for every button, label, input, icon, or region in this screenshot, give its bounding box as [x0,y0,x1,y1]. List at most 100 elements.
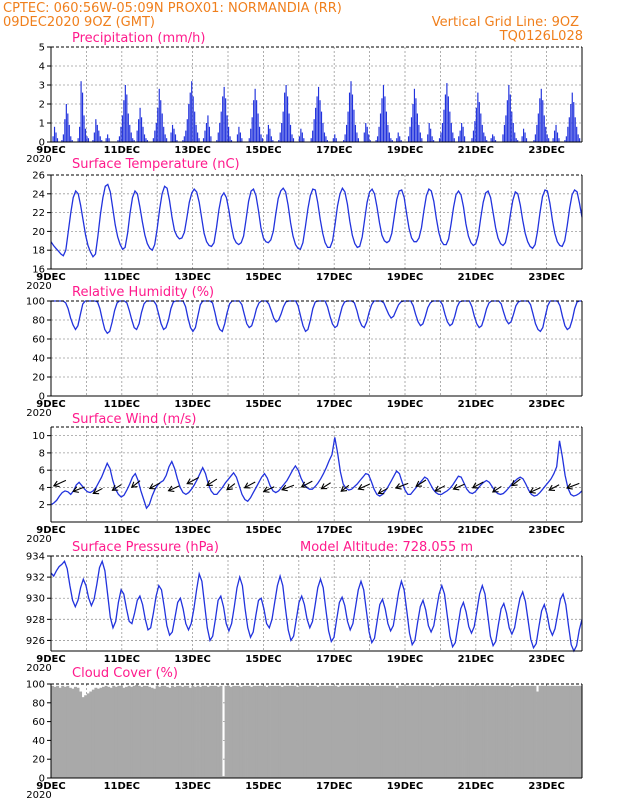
cloud-bar [273,685,277,778]
wind-line [50,437,583,510]
pressure-ytick-label: 928 [26,615,45,626]
temp-ytick-label: 16 [32,265,45,276]
cloud-bar [109,687,113,778]
precip-bar [253,100,255,142]
wind-arrow [72,486,85,492]
precip-bar [458,136,460,142]
precip-bar [133,140,135,142]
cloud-bar [403,685,407,778]
precip-bar [143,134,146,142]
cloud-bar [73,686,77,778]
precip-bar [385,111,387,142]
pressure-ytick-label: 934 [26,552,45,563]
cloud-bar [71,688,75,778]
cloud-bar [541,685,545,778]
cloud-bar [155,685,159,778]
cloud-bar [298,685,302,778]
cloud-bar [81,697,85,778]
wind-arrow-head [548,484,556,491]
precip-bar [285,85,287,142]
precip-bar [65,104,67,142]
precip-bar [87,138,90,142]
cloud-title: Cloud Cover (%) [72,666,178,681]
precip-bar [186,119,188,142]
precip-bar [257,113,259,142]
cloud-bar [319,685,323,778]
wind-arrow-head [206,479,213,487]
temp-ytick-label: 20 [32,227,45,238]
precip-bar [449,111,451,142]
cloud-xtick-label: 23DEC [528,781,564,792]
precip-bar [477,92,479,142]
precip-bar [428,123,430,142]
precip-bar [281,123,283,142]
precip-ytick-label: 0 [39,138,45,149]
precip-bar [300,128,302,142]
cloud-bar [444,685,448,778]
cloud-bar [530,685,534,778]
cloud-bar [370,685,374,778]
precip-bar [127,113,129,142]
rh-xtick-year: 2020 [26,408,51,419]
cloud-ytick-label: 20 [32,755,45,766]
cloud-bar [413,685,417,778]
precip-bar [71,140,73,142]
wind-xtick-year: 2020 [26,534,51,545]
precip-xtick-label: 13DEC [174,145,210,156]
precip-bar [61,140,63,142]
temp-ytick-label: 22 [32,208,45,219]
cloud-ytick-label: 0 [39,774,45,785]
precip-bar [272,140,274,142]
temp-xtick-label: 15DEC [245,272,281,283]
temp-xtick-label: 21DEC [458,272,494,283]
precip-bar [258,126,261,142]
wind-arrow [340,484,350,492]
cloud-bar [61,685,65,778]
cloud-bar [283,685,287,778]
precip-bar [399,136,401,142]
precip-bar [64,119,66,142]
precip-bar [315,107,317,142]
cloud-bar [467,685,471,778]
wind-arrow-head [320,483,328,490]
precip-bar [155,123,157,142]
pressure-xtick-label: 23DEC [528,654,564,665]
precip-bar [152,138,154,142]
wind-xtick-label: 13DEC [174,525,210,536]
temp-xtick-label: 19DEC [387,272,423,283]
precip-bar [540,88,542,142]
precip-bar [223,86,225,142]
pressure-xtick-label: 11DEC [104,654,140,665]
wind-arrow [93,487,103,494]
wind-ytick-label: 10 [32,431,45,442]
precip-bar [68,124,70,142]
wind-arrow [566,482,580,489]
precip-bar [145,138,147,142]
precip-panel: Precipitation (mm/h) 0 1 2 3 4 5 9DEC 11DEC 13DEC… [26,31,583,165]
precip-bar [138,119,140,142]
cloud-bar [265,686,269,778]
temp-line [50,183,583,258]
wind-xtick-label: 17DEC [316,525,352,536]
cloud-bar [255,685,259,778]
precip-bar [334,134,336,142]
precip-bar [79,126,81,142]
precip-bar [506,100,508,142]
cloud-bar [211,685,215,778]
cloud-bar [492,685,496,778]
precip-bar [376,136,379,142]
precip-bar [447,96,449,142]
cloud-bar [513,685,517,778]
cloud-bar [347,685,351,778]
precip-bar [129,124,131,142]
wind-arrow-head [510,480,518,487]
precip-bar [483,132,485,142]
precip-bar [254,88,256,142]
wind-arrow [112,484,122,491]
precip-bar [363,132,365,142]
precip-bar [400,140,402,142]
precip-bar [230,140,233,142]
precip-bar [343,140,345,142]
cloud-bar [201,685,205,778]
